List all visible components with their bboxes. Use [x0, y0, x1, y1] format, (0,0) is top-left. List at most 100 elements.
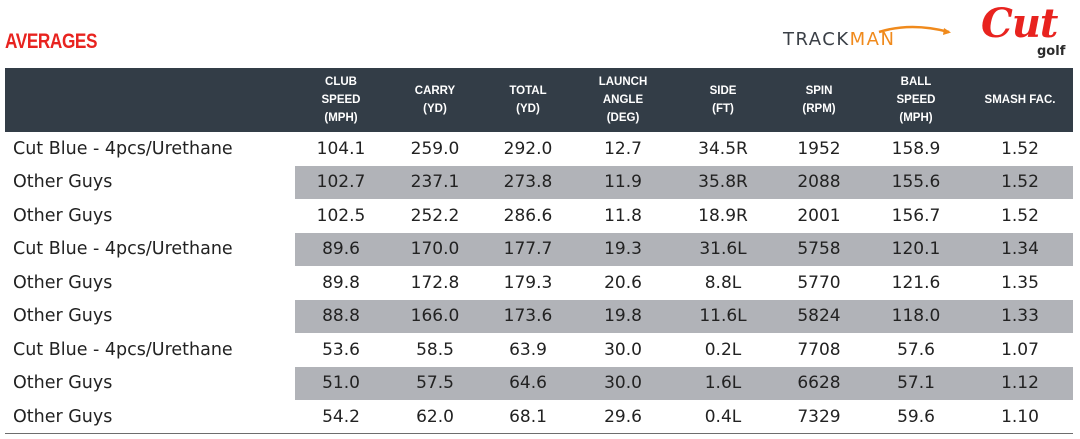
trackman-logo: TRACKMAN [783, 24, 961, 54]
header-spin: SPIN (RPM) [773, 68, 865, 132]
table-row: Cut Blue - 4pcs/Urethane 104.1 259.0 292… [5, 132, 1073, 166]
cell-club-speed: 102.5 [316, 205, 366, 226]
cell-ball-speed: 118.0 [865, 299, 967, 333]
cell-ball-name: Other Guys [13, 205, 113, 226]
cell-total: 68.1 [509, 406, 547, 427]
header-carry: CARRY (YD) [387, 68, 483, 132]
cell-launch-angle: 19.8 [573, 299, 673, 333]
cell-spin: 7708 [797, 339, 841, 360]
cell-smash-factor: 1.34 [967, 232, 1073, 266]
table-bottom-divider [5, 433, 1073, 434]
header-ball-speed: BALL SPEED (MPH) [865, 68, 967, 132]
cell-spin: 7329 [797, 406, 841, 427]
cell-spin: 1952 [797, 138, 841, 159]
cell-side: 11.6L [673, 299, 773, 333]
cell-side: 0.2L [704, 339, 742, 360]
header-side: SIDE (FT) [673, 68, 773, 132]
cell-smash-factor: 1.52 [1001, 205, 1039, 226]
cell-club-speed: 89.6 [295, 232, 387, 266]
table-header-row: CLUB SPEED (MPH) CARRY (YD) TOTAL (YD) L… [5, 68, 1073, 132]
cell-total: 173.6 [483, 299, 573, 333]
cell-club-speed: 104.1 [316, 138, 366, 159]
cell-smash-factor: 1.35 [1001, 272, 1039, 293]
cell-total: 292.0 [503, 138, 553, 159]
cell-ball-name: Other Guys [13, 172, 113, 193]
cell-ball-speed: 120.1 [865, 232, 967, 266]
cell-smash-factor: 1.33 [967, 299, 1073, 333]
cell-side: 1.6L [673, 366, 773, 400]
cell-launch-angle: 11.9 [573, 165, 673, 199]
table-row: Other Guys 102.7 237.1 273.8 11.9 35.8R … [5, 165, 1073, 199]
page-title: AVERAGES [5, 30, 98, 53]
cell-club-speed: 88.8 [295, 299, 387, 333]
header-smash-factor: SMASH FAC. [967, 68, 1073, 132]
cell-side: 35.8R [673, 165, 773, 199]
cell-spin: 2088 [773, 165, 865, 199]
cell-carry: 170.0 [387, 232, 483, 266]
cell-total: 179.3 [503, 272, 553, 293]
cell-carry: 166.0 [387, 299, 483, 333]
cell-side: 31.6L [673, 232, 773, 266]
trackman-swoosh-icon [878, 25, 951, 35]
header-total: TOTAL (YD) [483, 68, 573, 132]
cell-ball-speed: 57.1 [865, 366, 967, 400]
golf-logo-text: golf [1037, 44, 1066, 59]
cell-spin: 6628 [773, 366, 865, 400]
cell-ball-speed: 156.7 [891, 205, 941, 226]
table-row: Cut Blue - 4pcs/Urethane 53.6 58.5 63.9 … [5, 333, 1073, 367]
cell-ball-speed: 158.9 [891, 138, 941, 159]
cell-ball-speed: 155.6 [865, 165, 967, 199]
cut-golf-logo: Cut golf [977, 4, 1077, 64]
cell-carry: 237.1 [387, 165, 483, 199]
cell-total: 63.9 [509, 339, 547, 360]
cell-spin: 5770 [797, 272, 841, 293]
cell-launch-angle: 30.0 [573, 366, 673, 400]
cell-smash-factor: 1.52 [967, 165, 1073, 199]
cell-total: 286.6 [503, 205, 553, 226]
cell-carry: 58.5 [416, 339, 454, 360]
cell-carry: 252.2 [410, 205, 460, 226]
cell-side: 8.8L [704, 272, 742, 293]
cell-spin: 5824 [773, 299, 865, 333]
cell-side: 0.4L [704, 406, 742, 427]
cell-launch-angle: 12.7 [604, 138, 642, 159]
table-row: Other Guys 89.8 172.8 179.3 20.6 8.8L 57… [5, 266, 1073, 300]
cell-smash-factor: 1.52 [1001, 138, 1039, 159]
cell-launch-angle: 11.8 [604, 205, 642, 226]
cell-carry: 259.0 [410, 138, 460, 159]
cell-spin: 2001 [797, 205, 841, 226]
table-row: Other Guys 51.0 57.5 64.6 30.0 1.6L 6628… [5, 366, 1073, 400]
trackman-text-man: MAN [849, 29, 896, 50]
cut-logo-text: Cut [981, 0, 1058, 47]
header-launch-angle: LAUNCH ANGLE (DEG) [573, 68, 673, 132]
cell-launch-angle: 29.6 [604, 406, 642, 427]
cell-spin: 5758 [773, 232, 865, 266]
cell-total: 64.6 [483, 366, 573, 400]
cell-side: 18.9R [698, 205, 748, 226]
cell-ball-speed: 57.6 [897, 339, 935, 360]
cell-smash-factor: 1.10 [1001, 406, 1039, 427]
cell-ball-name: Other Guys [13, 306, 113, 327]
cell-ball-name: Cut Blue - 4pcs/Urethane [13, 239, 233, 260]
cell-launch-angle: 20.6 [604, 272, 642, 293]
header-name [5, 68, 295, 132]
cell-club-speed: 53.6 [322, 339, 360, 360]
averages-table: CLUB SPEED (MPH) CARRY (YD) TOTAL (YD) L… [5, 68, 1073, 434]
cell-club-speed: 51.0 [295, 366, 387, 400]
table-row: Other Guys 88.8 166.0 173.6 19.8 11.6L 5… [5, 299, 1073, 333]
cell-ball-name: Other Guys [13, 373, 113, 394]
cell-launch-angle: 30.0 [604, 339, 642, 360]
cell-club-speed: 89.8 [322, 272, 360, 293]
cell-smash-factor: 1.12 [967, 366, 1073, 400]
cell-total: 177.7 [483, 232, 573, 266]
cell-side: 34.5R [698, 138, 748, 159]
header-club-speed: CLUB SPEED (MPH) [295, 68, 387, 132]
cell-club-speed: 54.2 [322, 406, 360, 427]
table-row: Other Guys 54.2 62.0 68.1 29.6 0.4L 7329… [5, 400, 1073, 434]
cell-ball-speed: 59.6 [897, 406, 935, 427]
cell-carry: 62.0 [416, 406, 454, 427]
cell-carry: 172.8 [410, 272, 460, 293]
cell-launch-angle: 19.3 [573, 232, 673, 266]
trackman-text-track: TRACK [783, 29, 850, 50]
cell-carry: 57.5 [387, 366, 483, 400]
